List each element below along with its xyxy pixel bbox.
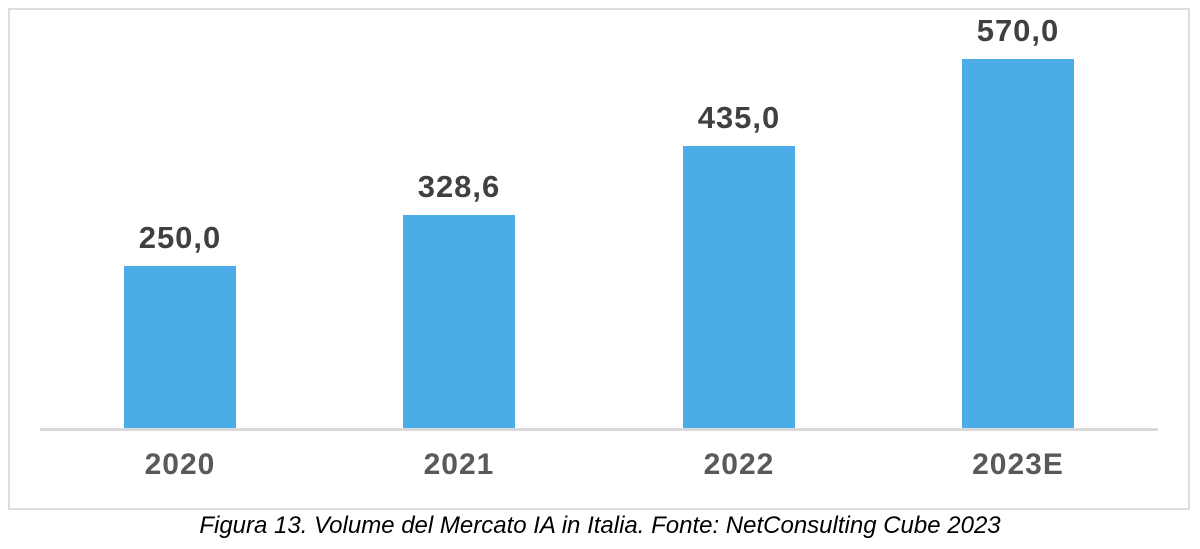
value-label-2022: 435,0 [697,100,781,135]
bar-2023E [962,59,1074,428]
x-tick-label-2021: 2021 [423,448,495,481]
x-tick-label-2023E: 2023E [972,448,1064,481]
value-label-2021: 328,6 [417,169,501,204]
x-axis-line [40,428,1158,431]
x-tick-label-2020: 2020 [144,448,216,481]
value-label-2020: 250,0 [138,220,222,255]
x-tick-label-2022: 2022 [703,448,775,481]
bar-2020 [124,266,236,428]
chart-frame: 250,0 2020 328,6 2021 435,0 2022 570,0 2023E [8,8,1190,510]
bar-2021 [403,215,515,428]
figure-caption: Figura 13. Volume del Mercato IA in Ital… [199,512,1001,539]
value-label-2023E: 570,0 [976,13,1060,48]
bar-2022 [683,146,795,428]
